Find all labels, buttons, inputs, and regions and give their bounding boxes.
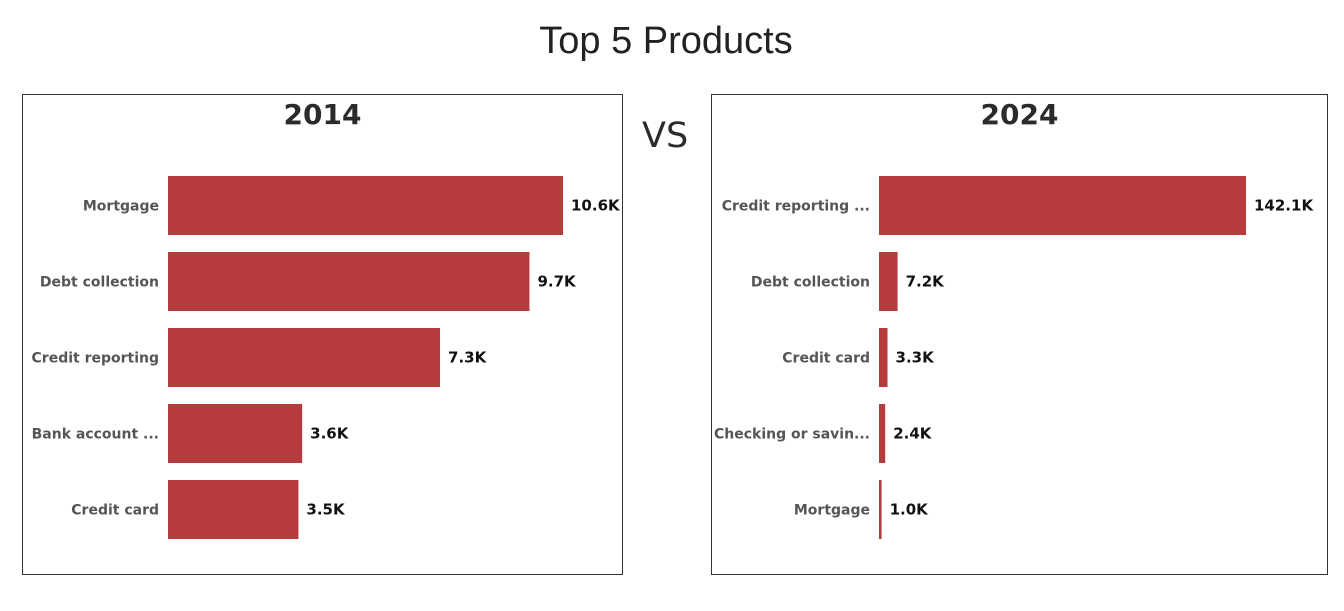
value-label: 3.3K [896, 349, 936, 367]
bar-chart-2024: Credit reporting ... 142.1K Debt collectio… [714, 176, 1314, 539]
value-label: 142.1K [1254, 197, 1314, 215]
chart-panel-2024: 2024 Credit reporting ... 142.1K Debt coll… [711, 94, 1328, 575]
value-label: 3.5K [306, 501, 346, 519]
bar [879, 328, 888, 387]
category-label: Debt collection [751, 275, 870, 291]
bar [879, 252, 898, 311]
bar [879, 404, 886, 463]
bar-chart-2014: Mortgage 10.6K Debt collection 9.7K Credit r… [32, 176, 621, 539]
category-label: Credit card [71, 503, 159, 519]
bar [168, 252, 530, 311]
chart-title: 2024 [980, 98, 1059, 131]
category-label: Bank account ... [32, 427, 159, 443]
bar [879, 176, 1246, 235]
value-label: 9.7K [537, 273, 577, 291]
value-label: 2.4K [893, 425, 933, 443]
category-label: Mortgage [794, 503, 870, 519]
page-title: Top 5 Products [539, 20, 793, 62]
vs-label: VS [642, 116, 689, 156]
category-label: Credit card [782, 351, 870, 367]
bar [168, 328, 441, 387]
value-label: 7.3K [448, 349, 488, 367]
category-label: Credit reporting ... [722, 199, 870, 215]
category-label: Debt collection [40, 275, 159, 291]
bar [168, 404, 303, 463]
category-label: Checking or savin... [714, 427, 870, 443]
bar [168, 176, 563, 235]
category-label: Credit reporting [32, 351, 159, 367]
bar [879, 480, 882, 539]
value-label: 3.6K [310, 425, 350, 443]
chart-title: 2014 [283, 98, 362, 131]
value-label: 10.6K [571, 197, 621, 215]
value-label: 7.2K [906, 273, 946, 291]
chart-panel-2014: 2014 Mortgage 10.6K Debt collection 9.7K Cre… [22, 94, 623, 575]
bar [168, 480, 299, 539]
value-label: 1.0K [890, 501, 930, 519]
category-label: Mortgage [83, 199, 159, 215]
